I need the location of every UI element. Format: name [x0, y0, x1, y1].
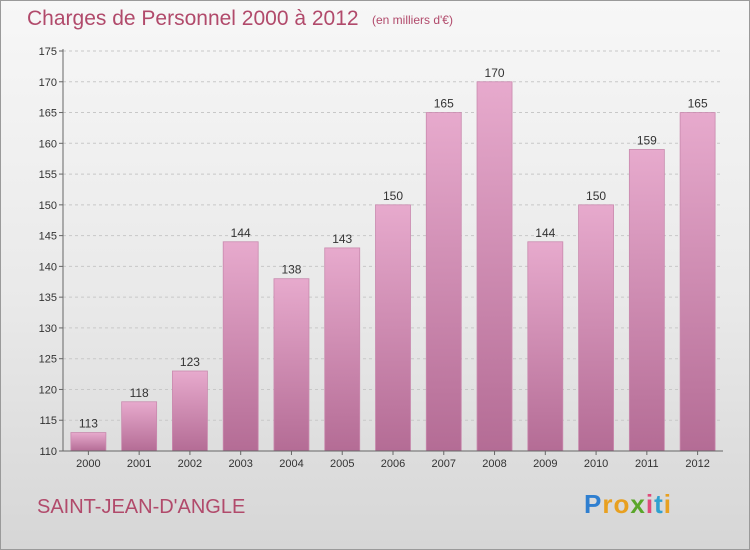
- y-tick-label: 175: [39, 46, 57, 58]
- bar-2001: [121, 401, 158, 452]
- data-label-2005: 143: [332, 232, 352, 246]
- data-label-2000: 113: [79, 417, 98, 431]
- data-label-2009: 144: [535, 226, 555, 240]
- data-labels: 113 118 123 144 138 143 150 165 170 144 150 159 165: [79, 66, 708, 431]
- data-label-2012: 165: [688, 97, 708, 111]
- y-tick-label: 155: [39, 169, 57, 181]
- bar-2004: [273, 278, 310, 452]
- y-tick-label: 115: [39, 415, 57, 427]
- bar-2002: [172, 370, 208, 452]
- y-tick-label: 120: [39, 384, 57, 396]
- y-tick-label: 140: [39, 261, 57, 273]
- data-label-2004: 138: [281, 263, 301, 277]
- logo-letter: i: [645, 489, 655, 519]
- y-tick-label: 125: [39, 354, 57, 366]
- bar-2005: [324, 247, 361, 452]
- x-tick-label: 2002: [178, 458, 202, 470]
- bar-2012: [679, 112, 716, 452]
- x-tick-label: 2004: [279, 458, 303, 470]
- y-tick-label: 165: [39, 108, 57, 120]
- logo-letter: t: [654, 489, 664, 519]
- bar-2003: [222, 241, 259, 452]
- axes: 1101151201251301351401451501551601651701…: [39, 46, 723, 470]
- x-tick-label: 2005: [330, 458, 354, 470]
- data-label-2006: 150: [383, 189, 403, 203]
- x-tick-label: 2010: [584, 458, 608, 470]
- bars: [70, 81, 716, 452]
- bar-2007: [425, 112, 462, 452]
- bar-2008: [476, 81, 513, 452]
- x-tick-label: 2000: [76, 458, 100, 470]
- x-tick-label: 2003: [228, 458, 252, 470]
- x-tick-label: 2007: [432, 458, 456, 470]
- y-tick-label: 150: [39, 200, 57, 212]
- y-tick-label: 110: [39, 446, 57, 458]
- logo-letter: x: [630, 489, 646, 519]
- bar-2009: [527, 241, 564, 452]
- data-label-2001: 118: [130, 386, 149, 400]
- bar-2006: [375, 204, 411, 452]
- proxiti-logo: Proxiti: [584, 489, 672, 520]
- city-name: SAINT-JEAN-D'ANGLE: [37, 496, 246, 518]
- bar-2011: [628, 149, 665, 452]
- y-tick-label: 170: [39, 77, 57, 89]
- x-tick-label: 2001: [127, 458, 151, 470]
- logo-letter: r: [602, 489, 614, 519]
- bar-2010: [578, 204, 614, 452]
- x-tick-label: 2006: [381, 458, 405, 470]
- data-label-2007: 165: [434, 97, 454, 111]
- data-label-2008: 170: [485, 66, 505, 80]
- data-label-2002: 123: [180, 355, 200, 369]
- data-label-2010: 150: [586, 189, 606, 203]
- data-label-2011: 159: [637, 133, 657, 147]
- chart-unit-label: (en milliers d'€): [372, 13, 453, 27]
- chart-title: Charges de Personnel 2000 à 2012: [27, 7, 359, 30]
- y-tick-label: 135: [39, 292, 57, 304]
- x-tick-label: 2011: [635, 458, 659, 470]
- x-tick-label: 2008: [482, 458, 506, 470]
- y-tick-label: 130: [39, 323, 57, 335]
- bar-2000: [70, 432, 107, 452]
- x-tick-label: 2012: [685, 458, 709, 470]
- logo-letter: i: [663, 489, 672, 519]
- logo-letter: P: [584, 489, 603, 519]
- data-label-2003: 144: [231, 226, 251, 240]
- x-tick-label: 2009: [533, 458, 557, 470]
- y-tick-label: 145: [39, 231, 57, 243]
- y-tick-label: 160: [39, 138, 57, 150]
- logo-letter: o: [613, 489, 631, 519]
